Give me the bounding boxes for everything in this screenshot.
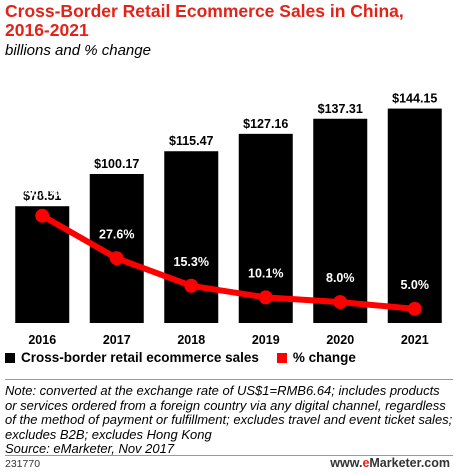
x-tick-2018: 2018 (177, 333, 205, 347)
bar-value-label-2019: $127.16 (243, 117, 288, 131)
source-text: Source: eMarketer, Nov 2017 (5, 441, 175, 457)
legend-label-pct: % change (292, 350, 356, 365)
pct-label-2017: 27.6% (99, 227, 134, 241)
pct-label-2019: 10.1% (248, 266, 283, 280)
bar-2018 (164, 151, 219, 323)
bar-2021 (387, 108, 442, 323)
pct-marker-2017 (109, 251, 124, 266)
divider-bottom (5, 455, 453, 456)
brand-prefix: www. (330, 456, 363, 470)
brand-rest: Marketer.com (369, 456, 450, 470)
pct-label-2016: 46.6% (25, 185, 60, 199)
pct-change-line (39, 212, 418, 312)
note-text: Note: converted at the exchange rate of … (5, 383, 453, 442)
bar-value-label-2017: $100.17 (94, 157, 139, 171)
chart-area: $78.51 $100.17 $115.47 $127.16 $137.31 $144.1… (15, 92, 442, 347)
x-tick-2019: 2019 (252, 333, 280, 347)
x-tick-2016: 2016 (28, 333, 56, 347)
bar-value-label-2018: $115.47 (169, 134, 214, 148)
bar-value-label-2021: $144.15 (392, 92, 437, 106)
brand-e: e (362, 456, 370, 470)
pct-marker-2018 (184, 278, 199, 293)
chart-legend: Cross-border retail ecommerce sales % ch… (5, 350, 374, 366)
chart-subtitle: billions and % change (5, 42, 151, 59)
brand-link[interactable]: www.eMarketer.com (330, 456, 450, 470)
bars-layer (15, 108, 442, 323)
chart-note: Note: converted at the exchange rate of … (5, 383, 453, 457)
bar-2020 (313, 118, 368, 323)
x-tick-2017: 2017 (103, 333, 131, 347)
legend-swatch-pct (276, 353, 287, 363)
x-tick-2021: 2021 (401, 333, 429, 347)
legend-label-sales: Cross-border retail ecommerce sales (21, 350, 259, 365)
pct-label-2021: 5.0% (401, 278, 430, 292)
divider-top (5, 379, 453, 380)
pct-marker-2021 (407, 301, 422, 316)
pct-change-labels: 46.6% 27.6% 15.3% 10.1% 8.0% 5.0% (25, 185, 429, 292)
legend-item-sales: Cross-border retail ecommerce sales (5, 350, 259, 366)
chart-id: 231770 (5, 458, 41, 470)
pct-change-markers (35, 208, 422, 316)
pct-label-2020: 8.0% (326, 271, 355, 285)
pct-label-2018: 15.3% (174, 255, 209, 269)
chart-title: Cross-Border Retail Ecommerce Sales in C… (5, 1, 404, 40)
pct-marker-2019 (258, 290, 273, 305)
x-tick-2020: 2020 (326, 333, 354, 347)
pct-marker-2020 (333, 295, 348, 310)
bar-value-label-2016: $78.51 (23, 189, 61, 203)
legend-swatch-sales (5, 353, 15, 363)
bar-value-labels: $78.51 $100.17 $115.47 $127.16 $137.31 $144.1… (23, 92, 437, 204)
legend-item-pct: % change (276, 350, 356, 366)
x-axis-labels: 2016 2017 2018 2019 2020 2021 (28, 333, 428, 347)
pct-marker-2016 (35, 208, 50, 223)
bar-value-label-2020: $137.31 (318, 102, 363, 116)
